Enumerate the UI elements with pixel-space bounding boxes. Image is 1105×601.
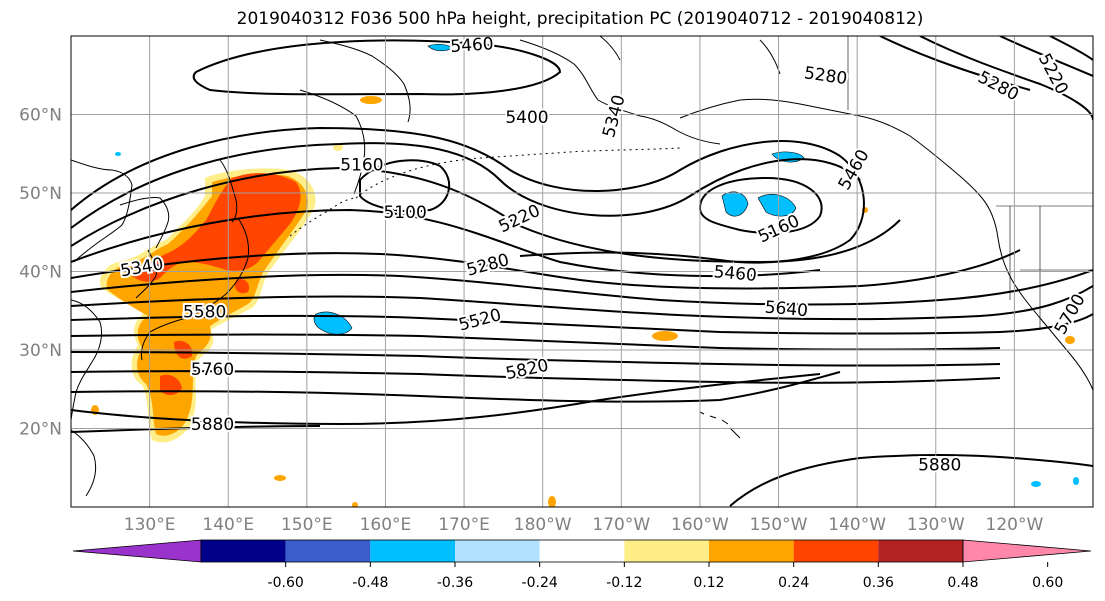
contour-label-text: 5280 [803,63,849,89]
contour-label: 5640 [762,296,811,324]
contour-label: 5460 [711,260,760,288]
axis-tick-labels: 130°E 140°E 150°E 160°E 170°E 180°W 170°W 160°W… [19,106,1043,536]
contour-label: 5160 [338,154,385,178]
contour-label: 5760 [189,358,236,382]
lon-tick-label: 150°E [281,515,333,535]
lon-tick-label: 120°W [986,515,1044,535]
colorbar-segment [455,540,540,562]
contour-label: 5100 [381,201,428,225]
colorbar-tick-label: 0.24 [778,575,809,591]
colorbar-tick-label: -0.24 [522,575,558,591]
colorbar-tick-label: -0.12 [606,575,642,591]
contour-label: 5580 [181,301,228,325]
lon-tick-label: 170°E [438,515,490,535]
lon-tick-label: 140°E [202,515,254,535]
figure-title: 2019040312 F036 500 hPa height, precipit… [236,9,924,29]
contour-label-text: 5700 [1051,291,1090,338]
lon-tick-label: 160°E [360,515,412,535]
colorbar: -0.60 -0.48 -0.36 -0.24 -0.12 0.12 0.24 0.36 0.4… [72,539,1092,591]
contour-label: 5400 [503,106,550,130]
lon-tick-label: 180°W [514,515,572,535]
contour-label: 5460 [833,144,876,195]
lon-tick-label: 160°W [671,515,729,535]
lat-tick-label: 50°N [19,184,62,204]
contour-label-text: 5100 [383,203,426,223]
contour-label-text: 5280 [464,250,511,281]
contour-label-text: 5340 [599,93,630,140]
contour-label-text: 5160 [340,156,383,176]
colorbar-tick-label: -0.60 [268,575,304,591]
lon-tick-label: 130°E [124,515,176,535]
contour-label-text: 5460 [450,34,495,57]
contour-label-text: 5460 [835,146,874,193]
coastlines [71,36,1093,497]
contour-label: 5520 [455,303,506,338]
colorbar-segment [624,540,709,562]
lon-tick-label: 130°W [907,515,965,535]
colorbar-segment [793,540,879,562]
colorbar-segment [201,540,286,562]
height-contours [71,36,1093,507]
colorbar-segment [539,540,625,562]
contour-label-text: 5640 [764,298,809,322]
colorbar-segment [285,540,371,562]
contour-label: 5880 [916,454,963,478]
colorbar-tick-label: 0.36 [863,575,894,591]
contour-label-text: 5220 [1034,50,1072,98]
graticule [71,36,1093,507]
lat-tick-label: 40°N [19,263,62,283]
colorbar-tick-label: -0.36 [437,575,473,591]
precip-area-red-2 [160,374,182,396]
colorbar-tick-label: 0.48 [947,575,978,591]
contour-label: 5880 [189,413,236,437]
colorbar-outline [200,539,964,563]
colorbar-segment [370,540,455,562]
contour-label-text: 5760 [191,360,234,380]
contour-label-text: 5400 [505,108,548,128]
contour-label: 5280 [462,248,513,283]
lat-tick-label: 60°N [19,106,62,126]
lat-tick-label: 30°N [19,341,62,361]
colorbar-extend-high [962,539,1092,563]
colorbar-tick-label: 0.12 [693,575,724,591]
contour-label: 5700 [1049,289,1092,340]
precipitation-shading [91,43,1079,507]
contour-label-text: 5580 [183,303,226,323]
lon-tick-label: 170°W [592,515,650,535]
precip-area-red-4 [234,278,250,294]
colorbar-segment [878,540,963,562]
contour-label: 5280 [972,65,1024,107]
contour-label: 5220 [1032,48,1074,100]
lon-tick-label: 150°W [750,515,808,535]
contour-label: 5460 [448,32,497,59]
contour-label: 5340 [597,91,632,142]
contour-label-text: 5880 [918,456,961,476]
contour-label-text: 5880 [191,415,234,435]
contour-label-text: 5460 [713,262,758,286]
lon-tick-label: 140°W [828,515,886,535]
colorbar-segment [709,540,794,562]
colorbar-extend-low [72,539,202,563]
contour-label: 5280 [801,61,851,91]
lat-tick-label: 20°N [19,420,62,440]
colorbar-tick-label: 0.60 [1032,575,1063,591]
map-frame [70,35,1094,508]
precip-area-red [132,173,301,282]
colorbar-tick-label: -0.48 [352,575,388,591]
